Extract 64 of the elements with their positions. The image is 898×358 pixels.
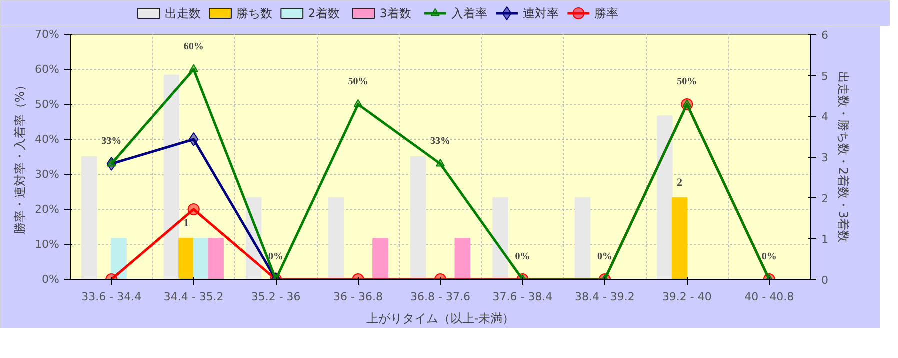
y-tick-label: 20% [35,203,60,216]
point [189,64,198,72]
y2-tick-label: 6 [822,29,828,42]
y-tick-label: 40% [35,133,60,146]
y-tick-label: 30% [35,168,60,181]
bar [111,238,127,280]
data-label: 2 [677,176,684,189]
y-axis-title: 勝率・連対率・入着率（%） [13,79,28,235]
bar [372,238,388,280]
bar [328,197,344,280]
bar [657,116,673,280]
y2-tick-label: 1 [822,233,828,246]
legend-label: 勝ち数 [236,6,273,20]
x-tick-label: 34.4 - 35.2 [164,290,224,304]
bar [164,74,180,280]
x-tick-label: 36.8 - 37.6 [410,290,470,304]
data-label: 0% [515,252,530,262]
data-label: 50% [677,76,698,88]
point [354,99,363,108]
x-tick-label: 36 - 36.8 [334,290,384,304]
data-label: 60% [184,42,204,52]
point [436,158,445,167]
bar [82,156,98,280]
y-tick-label: 60% [35,63,60,76]
data-label: 0% [268,252,284,262]
bar [672,197,688,280]
legend-label: 勝率 [594,6,619,20]
legend-label: 3着数 [380,6,412,20]
legend-label: 2着数 [308,6,340,20]
y2-axis-title: 出走数・勝ち数・2着数・3着数 [836,71,850,243]
data-label: 0% [597,252,612,262]
bar [208,238,224,280]
data-label: 33% [430,136,450,147]
point [682,99,692,108]
data-label: 0% [762,252,777,262]
x-tick-label: 39.2 - 40 [662,290,712,304]
y2-tick-label: 2 [822,192,828,206]
data-label: 50% [348,76,368,88]
bar [410,156,426,280]
x-tick-label: 37.6 - 38.4 [492,290,553,304]
data-label: 1 [184,218,190,230]
y2-tick-label: 5 [822,70,828,83]
y2-tick-label: 3 [822,152,828,164]
x-tick-label: 40 - 40.8 [744,290,794,304]
data-label: 33% [102,136,122,147]
bar [178,238,194,280]
y-tick-label: 10% [35,238,60,251]
bar [454,238,471,280]
y-tick-label: 0% [42,273,60,286]
y2-tick-label: 0 [822,274,828,287]
x-tick-label: 35.2 - 36 [251,290,301,304]
y-tick-label: 70% [35,28,60,41]
x-tick-label: 33.6 - 34.4 [82,290,142,304]
x-axis-title: 上がりタイム（以上-未満） [366,312,515,326]
bar [574,197,591,280]
legend-label: 出走数 [164,6,201,20]
legend-label: 連対率 [523,6,560,20]
x-tick-label: 38.4 - 39.2 [574,290,635,304]
point [189,132,199,146]
y2-tick-label: 4 [822,110,828,124]
y-tick-label: 50% [35,98,60,111]
bar [193,238,210,280]
bar [492,197,508,280]
legend-label: 入着率 [451,6,488,20]
